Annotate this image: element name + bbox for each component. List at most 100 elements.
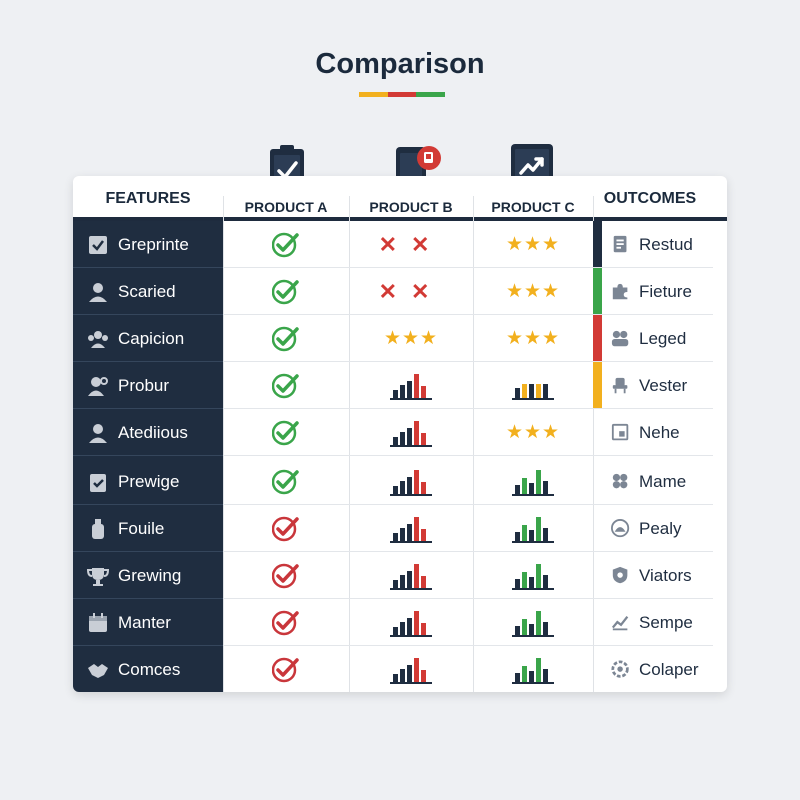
product-c-cell: ★★★	[473, 221, 593, 268]
row-divider	[73, 598, 223, 599]
row-divider	[73, 267, 223, 268]
mini-bar-chart-icon	[512, 383, 554, 400]
outcome-cell: Leged	[593, 315, 713, 362]
row-divider	[223, 267, 713, 268]
feature-row: Comces	[73, 646, 223, 693]
underline-yellow	[359, 92, 388, 97]
product-b-cell: ✕✕	[349, 268, 473, 315]
product-c-cell	[473, 646, 593, 693]
bottle-icon	[92, 518, 104, 539]
group-icon	[88, 330, 108, 348]
product-b-cell	[349, 362, 473, 409]
bottle-icon	[87, 518, 109, 540]
product-c-cell	[473, 599, 593, 646]
cluster-icon	[611, 472, 631, 492]
product-a-cell	[223, 268, 349, 315]
feature-label: Manter	[118, 612, 171, 632]
phone-alert-icon	[396, 146, 441, 191]
calendar-icon	[89, 612, 107, 632]
outcome-label: Sempe	[639, 612, 693, 632]
check-red-icon	[272, 516, 299, 541]
row-divider	[73, 408, 223, 409]
tile-icon	[611, 423, 631, 443]
cluster-icon	[612, 473, 628, 488]
feature-row: Fouile	[73, 505, 223, 552]
column-divider	[223, 196, 224, 692]
two-cross-icon: ✕✕	[378, 231, 444, 257]
product-c-cell	[473, 362, 593, 409]
clipboard-icon	[90, 473, 106, 492]
person-gear-icon	[88, 376, 108, 396]
tile-icon	[611, 423, 629, 440]
mini-bar-chart-icon	[390, 373, 432, 400]
row-divider	[73, 645, 223, 646]
person-icon	[87, 422, 109, 444]
check-green-icon	[272, 373, 299, 398]
feature-row: Grewing	[73, 552, 223, 599]
document-icon	[611, 235, 631, 255]
outcome-cell: Colaper	[593, 646, 713, 693]
check-green-icon	[272, 420, 299, 445]
puzzle-icon	[612, 283, 628, 299]
feature-label: Probur	[118, 375, 170, 395]
shield-icon	[612, 566, 628, 583]
page-title: Comparison	[315, 48, 485, 80]
feature-label: Comces	[118, 659, 181, 679]
mini-bar-chart-icon	[512, 563, 554, 590]
product-c-cell	[473, 505, 593, 552]
mini-bar-chart-icon	[390, 610, 432, 637]
chair-icon	[611, 376, 631, 396]
face-icon	[611, 518, 631, 539]
mini-bar-chart-icon	[390, 657, 432, 684]
shield-icon	[611, 566, 631, 586]
checkbox-icon	[89, 235, 107, 254]
title-underline	[359, 92, 446, 97]
check-red-icon	[272, 657, 299, 682]
outcome-accent-bar	[593, 315, 602, 362]
trophy-icon	[87, 567, 109, 586]
three-stars-icon: ★★★	[505, 328, 561, 349]
mini-bar-chart-icon	[390, 516, 432, 543]
check-green-icon	[272, 326, 299, 351]
column-divider	[593, 196, 594, 692]
product-a-cell	[223, 552, 349, 599]
product-b-cell	[349, 646, 473, 693]
feature-row: Manter	[73, 599, 223, 646]
product-c-cell: ★★★	[473, 315, 593, 362]
feature-label: Prewige	[118, 471, 180, 491]
outcome-label: Vester	[639, 375, 688, 395]
product-a-cell	[223, 362, 349, 409]
person-icon	[89, 423, 107, 443]
calendar-icon	[87, 612, 109, 634]
mini-bar-chart-icon	[512, 610, 554, 637]
product-b-cell	[349, 552, 473, 599]
check-green-icon	[272, 469, 299, 494]
face-icon	[611, 518, 630, 537]
person-icon	[89, 282, 107, 302]
outcome-cell: Viators	[593, 552, 713, 599]
product-c-cell	[473, 552, 593, 599]
underline-red	[387, 92, 417, 97]
product-c-cell	[473, 458, 593, 505]
mini-bar-chart-icon	[512, 657, 554, 684]
three-stars-icon: ★★★	[505, 234, 561, 255]
product-b-cell	[349, 409, 473, 456]
outcome-cell: Pealy	[593, 505, 713, 552]
trophy-icon	[87, 565, 109, 587]
check-green-icon	[272, 232, 299, 257]
group-icon	[87, 328, 109, 350]
gear-icon	[611, 659, 629, 678]
check-red-icon	[272, 563, 299, 588]
mini-bar-chart-icon	[512, 516, 554, 543]
outcome-cell: Fieture	[593, 268, 713, 315]
feature-label: Capicion	[118, 328, 185, 348]
product-b-cell: ★★★	[349, 315, 473, 362]
row-divider	[73, 551, 223, 552]
row-divider	[223, 551, 713, 552]
outcome-accent-bar	[593, 362, 602, 409]
mini-bar-chart-icon	[390, 420, 432, 447]
three-stars-icon: ★★★	[505, 422, 561, 443]
underline-green	[416, 92, 446, 97]
check-red-icon	[272, 610, 299, 635]
people-icon	[611, 330, 629, 346]
